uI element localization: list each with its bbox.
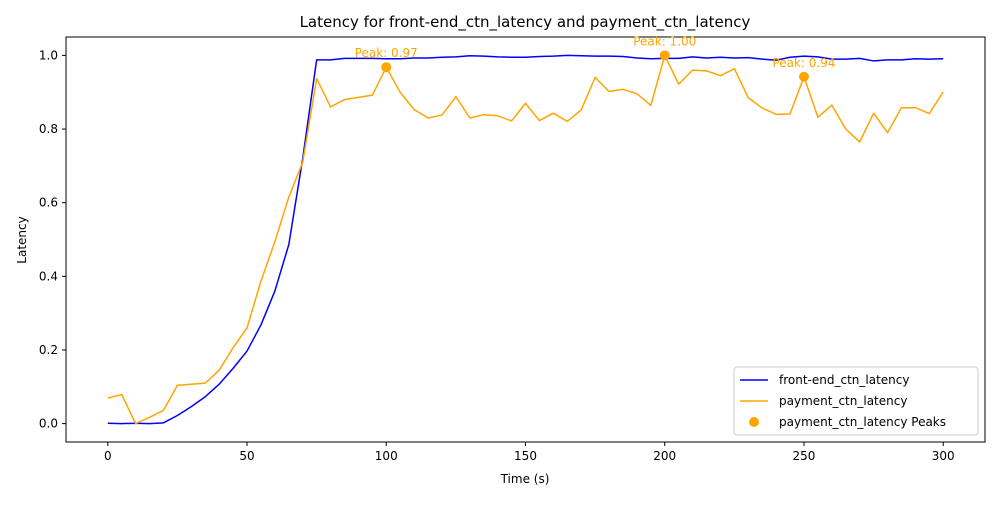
peak-label: Peak: 0.97 <box>355 46 418 60</box>
legend: front-end_ctn_latency payment_ctn_latency… <box>733 366 979 436</box>
peak-marker <box>798 71 809 82</box>
legend-label: payment_ctn_latency Peaks <box>779 415 946 429</box>
peak-label: Peak: 0.94 <box>772 56 835 70</box>
chart-title: Latency for front-end_ctn_latency and pa… <box>300 13 751 32</box>
peaks-layer: Peak: 0.97 Peak: 1.00 Peak: 0.94 <box>355 34 836 82</box>
x-axis-ticks: 0 50 100 150 200 250 300 <box>104 442 955 463</box>
x-tick-label: 250 <box>793 449 816 463</box>
x-tick-label: 300 <box>932 449 955 463</box>
series-line-front-end-ctn-latency <box>107 54 944 425</box>
x-tick-label: 100 <box>375 449 398 463</box>
peak-marker <box>381 62 392 73</box>
y-tick-label: 0.2 <box>39 343 58 357</box>
x-tick-label: 200 <box>653 449 676 463</box>
y-tick-label: 0.8 <box>39 122 58 136</box>
y-axis-label: Latency <box>15 216 29 263</box>
y-tick-label: 0.4 <box>39 269 58 283</box>
peak-marker <box>659 50 670 61</box>
legend-marker-swatch <box>749 417 759 427</box>
x-tick-label: 150 <box>514 449 537 463</box>
y-axis-ticks: 0.0 0.2 0.4 0.6 0.8 1.0 <box>39 48 66 431</box>
legend-label: front-end_ctn_latency <box>779 373 909 387</box>
peak-label: Peak: 1.00 <box>633 34 696 48</box>
x-axis-label: Time (s) <box>500 472 550 486</box>
y-tick-label: 1.0 <box>39 48 58 62</box>
x-tick-label: 50 <box>239 449 254 463</box>
y-tick-label: 0.6 <box>39 196 58 210</box>
x-tick-label: 0 <box>104 449 112 463</box>
legend-label: payment_ctn_latency <box>779 394 907 408</box>
legend-box <box>733 366 979 436</box>
y-tick-label: 0.0 <box>39 417 58 431</box>
